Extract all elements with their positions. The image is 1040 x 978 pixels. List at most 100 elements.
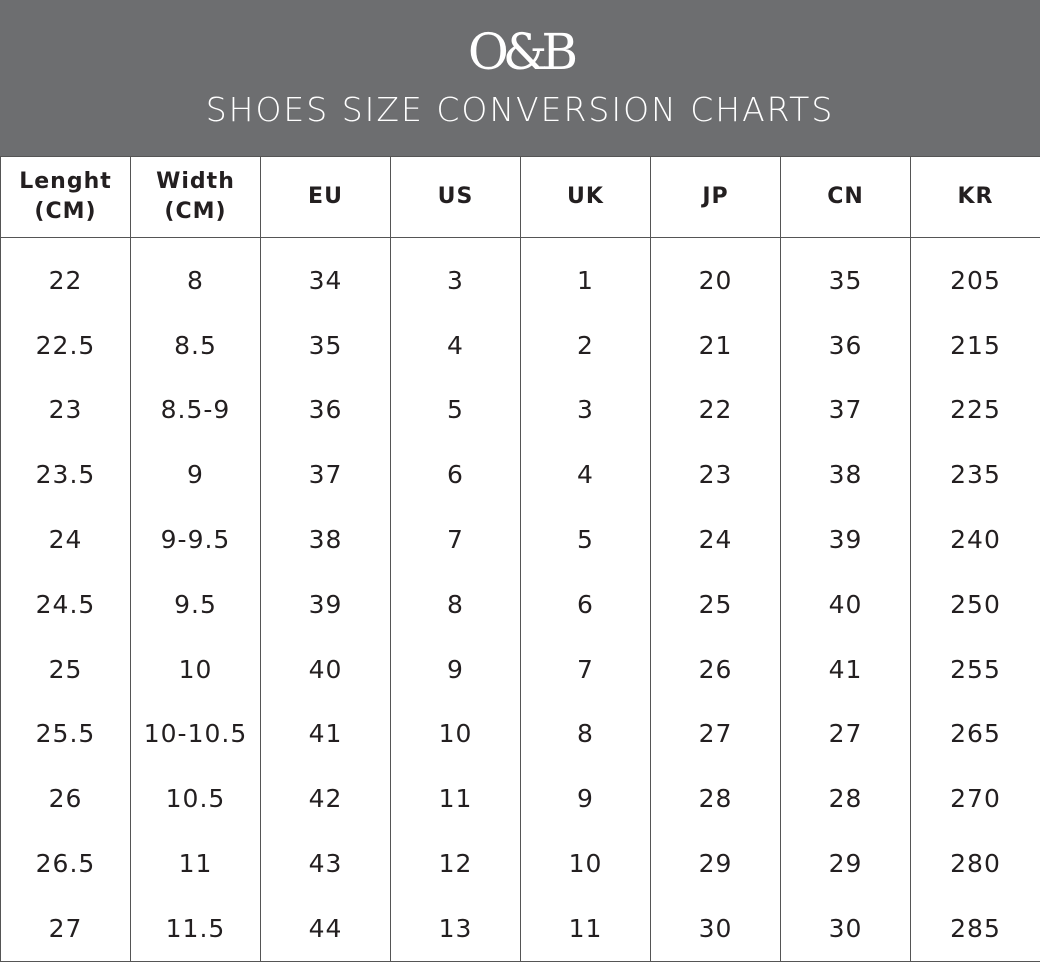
cell-jp: 27 (650, 701, 781, 767)
column-header-unit: (CM) (164, 199, 227, 224)
cell-uk: 11 (520, 895, 651, 962)
cell-length: 24 (0, 507, 131, 572)
spacer-cell (0, 237, 131, 248)
spacer-cell (650, 237, 781, 248)
cell-us: 7 (390, 507, 521, 572)
cell-width: 8 (130, 248, 261, 313)
header-row: Lenght (CM) Width (CM) EU US UK JP CN KR (0, 156, 1040, 238)
cell-kr: 205 (910, 248, 1040, 313)
cell-eu: 36 (260, 377, 391, 443)
spacer-cell (260, 237, 391, 248)
cell-length: 25 (0, 636, 131, 702)
cell-length: 23 (0, 377, 131, 443)
cell-cn: 36 (780, 312, 911, 378)
page-title: SHOES SIZE CONVERSION CHARTS (205, 90, 835, 129)
cell-eu: 37 (260, 442, 391, 508)
cell-us: 8 (390, 571, 521, 637)
cell-width: 8.5 (130, 312, 261, 378)
table-row: 26 10.5 42 11 9 28 28 270 (0, 766, 1040, 832)
cell-kr: 285 (910, 895, 1040, 962)
cell-width: 9.5 (130, 571, 261, 637)
cell-length: 27 (0, 895, 131, 962)
cell-length: 22.5 (0, 312, 131, 378)
cell-jp: 23 (650, 442, 781, 508)
cell-jp: 28 (650, 766, 781, 832)
table-row: 23 8.5-9 36 5 3 22 37 225 (0, 377, 1040, 443)
column-header-cn: CN (780, 156, 911, 238)
cell-width: 9 (130, 442, 261, 508)
brand-logo: O&B (467, 23, 578, 81)
table-row: 26.5 11 43 12 10 29 29 280 (0, 831, 1040, 896)
cell-us: 11 (390, 766, 521, 832)
cell-kr: 250 (910, 571, 1040, 637)
cell-kr: 240 (910, 507, 1040, 572)
cell-kr: 235 (910, 442, 1040, 508)
cell-cn: 35 (780, 248, 911, 313)
cell-length: 25.5 (0, 701, 131, 767)
cell-jp: 29 (650, 831, 781, 896)
column-header-width: Width (CM) (130, 156, 261, 238)
spacer-cell (910, 237, 1040, 248)
cell-cn: 40 (780, 571, 911, 637)
cell-uk: 9 (520, 766, 651, 832)
table-row: 22.5 8.5 35 4 2 21 36 215 (0, 312, 1040, 378)
cell-uk: 10 (520, 831, 651, 896)
cell-cn: 29 (780, 831, 911, 896)
cell-jp: 21 (650, 312, 781, 378)
cell-uk: 2 (520, 312, 651, 378)
cell-jp: 20 (650, 248, 781, 313)
cell-length: 26 (0, 766, 131, 832)
cell-jp: 25 (650, 571, 781, 637)
cell-kr: 225 (910, 377, 1040, 443)
cell-us: 12 (390, 831, 521, 896)
spacer-cell (520, 237, 651, 248)
column-header-eu: EU (260, 156, 391, 238)
cell-us: 13 (390, 895, 521, 962)
column-header-label: Width (156, 169, 235, 194)
cell-width: 11 (130, 831, 261, 896)
table-row: 27 11.5 44 13 11 30 30 285 (0, 895, 1040, 962)
cell-width: 10-10.5 (130, 701, 261, 767)
column-header-unit: (CM) (34, 199, 97, 224)
cell-kr: 280 (910, 831, 1040, 896)
cell-cn: 39 (780, 507, 911, 572)
column-header-label: Lenght (19, 169, 112, 194)
cell-length: 23.5 (0, 442, 131, 508)
column-header-uk: UK (520, 156, 651, 238)
cell-eu: 35 (260, 312, 391, 378)
spacer-cell (390, 237, 521, 248)
cell-jp: 22 (650, 377, 781, 443)
cell-us: 6 (390, 442, 521, 508)
table-row: 25.5 10-10.5 41 10 8 27 27 265 (0, 701, 1040, 767)
cell-eu: 42 (260, 766, 391, 832)
cell-cn: 41 (780, 636, 911, 702)
cell-cn: 37 (780, 377, 911, 443)
cell-jp: 24 (650, 507, 781, 572)
cell-us: 4 (390, 312, 521, 378)
header-banner: O&B SHOES SIZE CONVERSION CHARTS (0, 0, 1040, 156)
table-row: 25 10 40 9 7 26 41 255 (0, 636, 1040, 702)
table-spacer-row (0, 237, 1040, 248)
cell-kr: 215 (910, 312, 1040, 378)
cell-uk: 8 (520, 701, 651, 767)
cell-cn: 38 (780, 442, 911, 508)
cell-uk: 4 (520, 442, 651, 508)
cell-width: 10 (130, 636, 261, 702)
table-row: 22 8 34 3 1 20 35 205 (0, 248, 1040, 313)
cell-eu: 40 (260, 636, 391, 702)
cell-kr: 255 (910, 636, 1040, 702)
cell-width: 11.5 (130, 895, 261, 962)
cell-eu: 41 (260, 701, 391, 767)
column-header-length: Lenght (CM) (0, 156, 131, 238)
cell-length: 24.5 (0, 571, 131, 637)
cell-us: 10 (390, 701, 521, 767)
cell-eu: 38 (260, 507, 391, 572)
cell-uk: 3 (520, 377, 651, 443)
cell-uk: 7 (520, 636, 651, 702)
cell-jp: 26 (650, 636, 781, 702)
cell-eu: 34 (260, 248, 391, 313)
spacer-cell (780, 237, 911, 248)
column-header-kr: KR (910, 156, 1040, 238)
table-row: 24 9-9.5 38 7 5 24 39 240 (0, 507, 1040, 572)
column-header-jp: JP (650, 156, 781, 238)
